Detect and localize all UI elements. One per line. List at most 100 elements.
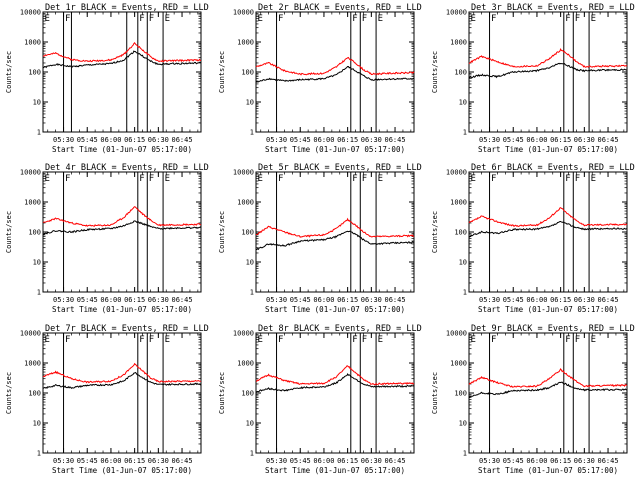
x-tick-label: 06:00: [313, 136, 334, 144]
lld-series-line: [468, 207, 628, 228]
event-marker-label: E: [165, 335, 170, 345]
x-tick-label: 06:45: [598, 136, 619, 144]
y-tick-label: 10000: [20, 9, 41, 17]
y-tick-label: 1000: [237, 199, 254, 207]
x-tick-label: 06:30: [361, 296, 382, 304]
y-tick-label: 1: [463, 289, 467, 297]
x-tick-label: 06:45: [598, 457, 619, 465]
events-series-line: [468, 221, 628, 238]
event-marker-label: F: [491, 335, 496, 345]
y-axis-label: Counts/sec: [431, 211, 439, 253]
y-axis-label: Counts/sec: [218, 211, 226, 253]
event-marker-label: E: [258, 174, 263, 184]
events-series-line: [256, 372, 415, 393]
y-tick-label: 10: [246, 99, 254, 107]
y-tick-label: 1: [250, 450, 254, 458]
y-axis-label: Counts/sec: [218, 51, 226, 93]
y-tick-label: 100: [28, 390, 41, 398]
y-tick-label: 10000: [20, 169, 41, 177]
x-axis-label: Start Time (01-Jun-07 05:17:00): [265, 145, 405, 154]
x-axis-label: Start Time (01-Jun-07 05:17:00): [52, 145, 192, 154]
x-tick-label: 06:15: [337, 136, 358, 144]
event-marker-label: F: [139, 174, 144, 184]
x-tick-label: 05:45: [503, 457, 524, 465]
events-series-line: [255, 66, 415, 83]
event-marker-label: F: [565, 335, 570, 345]
x-tick-label: 06:15: [337, 296, 358, 304]
y-tick-label: 100: [28, 229, 41, 237]
lld-series-line: [256, 217, 415, 238]
event-marker-label: F: [149, 335, 154, 345]
x-tick-label: 06:00: [313, 296, 334, 304]
y-tick-label: 100: [454, 229, 467, 237]
y-tick-label: 10: [33, 420, 41, 428]
x-tick-label: 06:15: [124, 457, 145, 465]
lld-series-line: [468, 48, 628, 68]
lld-series-line: [42, 206, 202, 227]
y-tick-label: 1000: [24, 360, 41, 368]
y-axis-label: Counts/sec: [431, 51, 439, 93]
y-tick-label: 100: [454, 390, 467, 398]
x-tick-label: 06:45: [172, 296, 193, 304]
y-tick-label: 10000: [446, 330, 467, 338]
x-tick-label: 05:30: [479, 457, 500, 465]
x-axis-label: Start Time (01-Jun-07 05:17:00): [52, 305, 192, 314]
x-tick-label: 06:15: [337, 457, 358, 465]
x-tick-label: 06:30: [148, 296, 169, 304]
x-tick-label: 05:30: [53, 296, 74, 304]
event-marker-label: F: [362, 335, 367, 345]
y-tick-label: 10000: [20, 330, 41, 338]
event-marker-label: E: [591, 174, 596, 184]
x-tick-label: 05:45: [503, 296, 524, 304]
x-axis-label: Start Time (01-Jun-07 05:17:00): [478, 305, 618, 314]
event-marker-label: E: [471, 174, 476, 184]
event-marker-label: F: [149, 174, 154, 184]
event-marker-label: E: [471, 14, 476, 24]
y-tick-label: 1: [37, 289, 41, 297]
events-series-line: [42, 371, 202, 390]
event-marker-label: F: [362, 14, 367, 24]
x-tick-label: 05:30: [266, 296, 287, 304]
y-tick-label: 1: [463, 450, 467, 458]
x-axis-label: Start Time (01-Jun-07 05:17:00): [478, 466, 618, 475]
event-marker-label: E: [258, 14, 263, 24]
x-tick-label: 06:45: [385, 457, 406, 465]
x-tick-label: 06:45: [172, 457, 193, 465]
y-tick-label: 1000: [237, 39, 254, 47]
lld-series-line: [468, 367, 628, 388]
event-marker-label: E: [258, 335, 263, 345]
chart-panel-5: Det 5r BLACK = Events, RED = LLD Counts/s…: [218, 163, 422, 314]
y-axis-label: Counts/sec: [5, 51, 13, 93]
chart-panel-2: Det 2r BLACK = Events, RED = LLD Counts/s…: [218, 3, 422, 154]
x-tick-label: 06:30: [361, 136, 382, 144]
y-tick-label: 10000: [233, 9, 254, 17]
x-axis-label: Start Time (01-Jun-07 05:17:00): [478, 145, 618, 154]
chart-panel-1: Det 1r BLACK = Events, RED = LLD Counts/s…: [5, 3, 209, 154]
chart-title: Det 1r BLACK = Events, RED = LLD: [45, 3, 209, 13]
event-marker-label: F: [575, 14, 580, 24]
x-tick-label: 06:30: [148, 136, 169, 144]
chart-title: Det 3r BLACK = Events, RED = LLD: [471, 3, 635, 13]
y-tick-label: 1000: [450, 199, 467, 207]
x-tick-label: 06:15: [550, 136, 571, 144]
event-marker-label: E: [471, 335, 476, 345]
event-marker-label: F: [352, 174, 357, 184]
event-marker-label: E: [378, 335, 383, 345]
x-tick-label: 06:30: [574, 136, 595, 144]
events-series-line: [42, 220, 202, 236]
y-tick-label: 100: [454, 69, 467, 77]
events-series-line: [468, 381, 628, 399]
chart-title: Det 5r BLACK = Events, RED = LLD: [258, 163, 422, 173]
chart-title: Det 7r BLACK = Events, RED = LLD: [45, 324, 209, 334]
chart-title: Det 4r BLACK = Events, RED = LLD: [45, 163, 209, 173]
event-marker-label: F: [149, 14, 154, 24]
x-tick-label: 05:30: [53, 457, 74, 465]
events-series-line: [468, 62, 628, 79]
x-tick-label: 05:45: [77, 457, 98, 465]
event-marker-label: F: [65, 174, 70, 184]
lld-series-line: [42, 42, 202, 63]
event-marker-label: E: [45, 174, 50, 184]
y-tick-label: 1: [37, 450, 41, 458]
chart-panel-6: Det 6r BLACK = Events, RED = LLD Counts/s…: [431, 163, 635, 314]
y-tick-label: 100: [28, 69, 41, 77]
